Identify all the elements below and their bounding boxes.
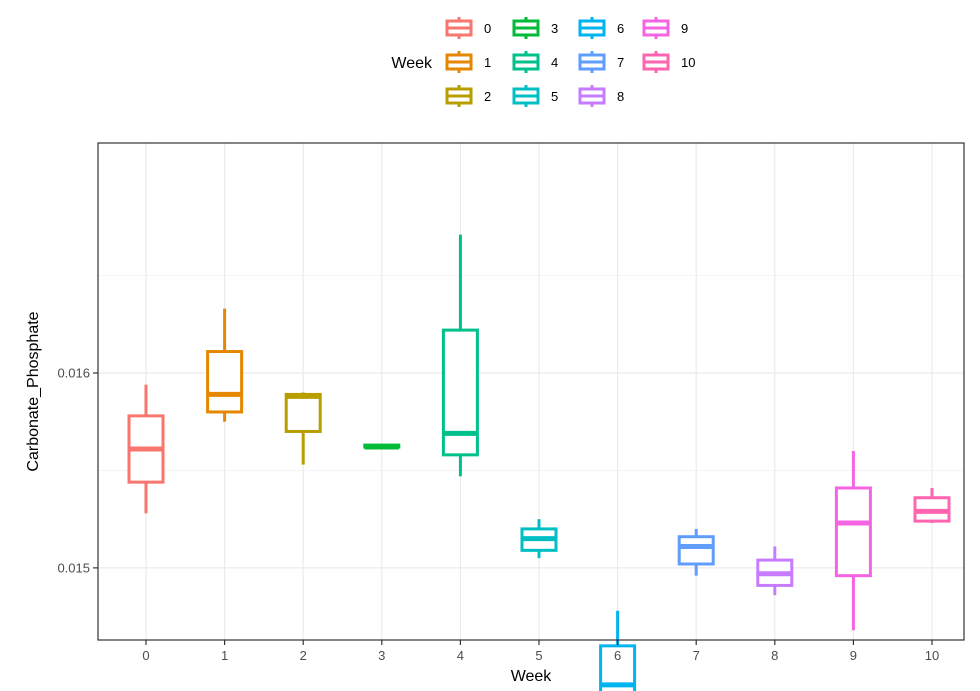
box-week-4 <box>441 234 479 477</box>
box-iqr <box>284 392 322 433</box>
legend-key-1 <box>445 51 473 73</box>
legend-entry-5: 5 <box>512 85 558 107</box>
legend-entry-4: 4 <box>512 51 558 73</box>
legend-entry-10: 10 <box>642 51 695 73</box>
legend-key-10 <box>642 51 670 73</box>
legend-entry-6: 6 <box>578 17 624 39</box>
y-tick-label: 0.016 <box>57 365 90 380</box>
x-tick-label: 0 <box>142 648 149 663</box>
legend-key-0 <box>445 17 473 39</box>
legend-key-2 <box>445 85 473 107</box>
y-axis: 0.015 0.016 <box>57 365 98 575</box>
legend-entry-0: 0 <box>445 17 491 39</box>
legend-key-3 <box>512 17 540 39</box>
legend-entry-7: 7 <box>578 51 624 73</box>
plot-panel <box>97 142 965 691</box>
box-iqr <box>834 486 872 578</box>
legend-entry-3: 3 <box>512 17 558 39</box>
legend: Week 0 1 2 3 4 5 6 7 8 9 10 <box>391 17 695 107</box>
legend-label-4: 4 <box>551 55 558 70</box>
x-tick-label: 2 <box>300 648 307 663</box>
legend-key-6 <box>578 17 606 39</box>
x-tick-label: 8 <box>771 648 778 663</box>
legend-label-2: 2 <box>484 89 491 104</box>
legend-key-4 <box>512 51 540 73</box>
legend-key-5 <box>512 85 540 107</box>
panel-border <box>97 142 965 641</box>
x-tick-label: 4 <box>457 648 464 663</box>
box-week-2 <box>284 392 322 465</box>
legend-label-3: 3 <box>551 21 558 36</box>
box-week-8 <box>756 546 794 596</box>
x-tick-label: 7 <box>693 648 700 663</box>
y-axis-title: Carbonate_Phosphate <box>25 311 42 471</box>
box-week-5 <box>520 519 558 559</box>
legend-key-8 <box>578 85 606 107</box>
box-week-9 <box>834 450 872 631</box>
legend-label-1: 1 <box>484 55 491 70</box>
x-axis-title: Week <box>511 668 553 685</box>
legend-label-8: 8 <box>617 89 624 104</box>
x-tick-label: 3 <box>378 648 385 663</box>
legend-entry-8: 8 <box>578 85 624 107</box>
legend-key-7 <box>578 51 606 73</box>
legend-title: Week <box>391 55 433 72</box>
box-week-0 <box>127 384 165 514</box>
legend-label-9: 9 <box>681 21 688 36</box>
legend-label-6: 6 <box>617 21 624 36</box>
x-tick-label: 9 <box>850 648 857 663</box>
legend-entry-1: 1 <box>445 51 491 73</box>
legend-label-7: 7 <box>617 55 624 70</box>
box-iqr <box>441 328 479 457</box>
box-week-10 <box>913 487 951 524</box>
box-week-3 <box>363 443 401 450</box>
legend-entry-2: 2 <box>445 85 491 107</box>
x-tick-label: 5 <box>535 648 542 663</box>
box-week-7 <box>677 528 715 576</box>
box-week-1 <box>206 308 244 422</box>
y-tick-label: 0.015 <box>57 560 90 575</box>
legend-label-5: 5 <box>551 89 558 104</box>
x-axis: 0 1 2 3 4 5 6 7 8 9 10 <box>142 640 939 663</box>
box-iqr <box>677 535 715 566</box>
legend-entry-9: 9 <box>642 17 688 39</box>
x-tick-label: 6 <box>614 648 621 663</box>
box-week-6 <box>599 610 637 691</box>
legend-key-9 <box>642 17 670 39</box>
legend-label-0: 0 <box>484 21 491 36</box>
x-tick-label: 1 <box>221 648 228 663</box>
legend-label-10: 10 <box>681 55 695 70</box>
box-iqr <box>206 350 244 414</box>
x-tick-label: 10 <box>925 648 939 663</box>
